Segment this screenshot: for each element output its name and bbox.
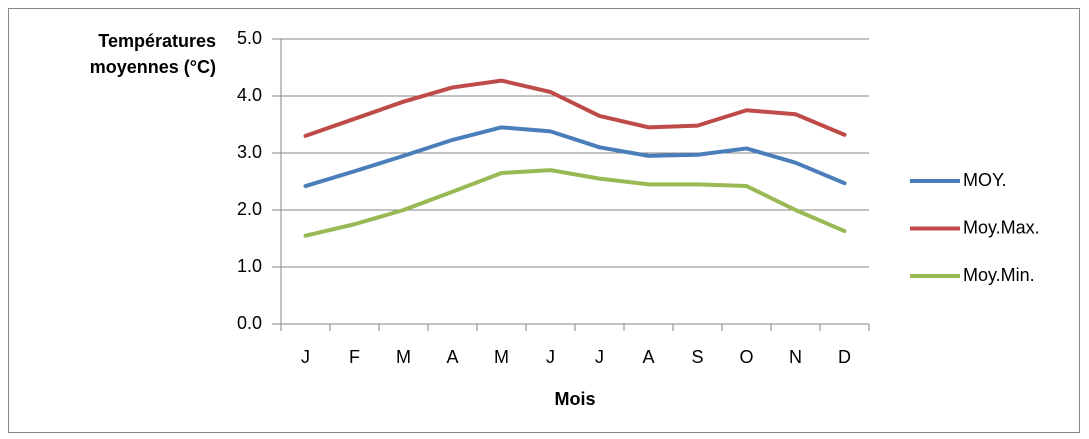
- legend-label: Moy.Min.: [963, 265, 1035, 285]
- x-tick-label: O: [739, 347, 753, 367]
- x-tick-label: D: [838, 347, 851, 367]
- series-line: [303, 168, 847, 238]
- x-tick-label: J: [546, 347, 555, 367]
- x-axis-label: Mois: [554, 389, 595, 409]
- x-tick-label: M: [494, 347, 509, 367]
- y-tick-label: 4.0: [237, 85, 262, 105]
- y-tick-label: 3.0: [237, 142, 262, 162]
- legend-label: MOY.: [963, 170, 1007, 190]
- y-axis-label: Températures moyennes (°C): [89, 31, 216, 77]
- y-tick-label: 2.0: [237, 199, 262, 219]
- series-line: [303, 78, 847, 138]
- x-tick-label: A: [446, 347, 458, 367]
- x-tick-label: J: [301, 347, 310, 367]
- chart-border: [8, 8, 1080, 433]
- x-tick-label: S: [691, 347, 703, 367]
- y-tick-label: 5.0: [237, 28, 262, 48]
- y-tick-label: 1.0: [237, 256, 262, 276]
- series-line: [303, 125, 847, 189]
- x-tick-label: A: [642, 347, 654, 367]
- x-tick-label: J: [595, 347, 604, 367]
- x-tick-label: F: [349, 347, 360, 367]
- x-tick-label: M: [396, 347, 411, 367]
- x-tick-label: N: [789, 347, 802, 367]
- y-tick-label: 0.0: [237, 313, 262, 333]
- legend-label: Moy.Max.: [963, 217, 1040, 237]
